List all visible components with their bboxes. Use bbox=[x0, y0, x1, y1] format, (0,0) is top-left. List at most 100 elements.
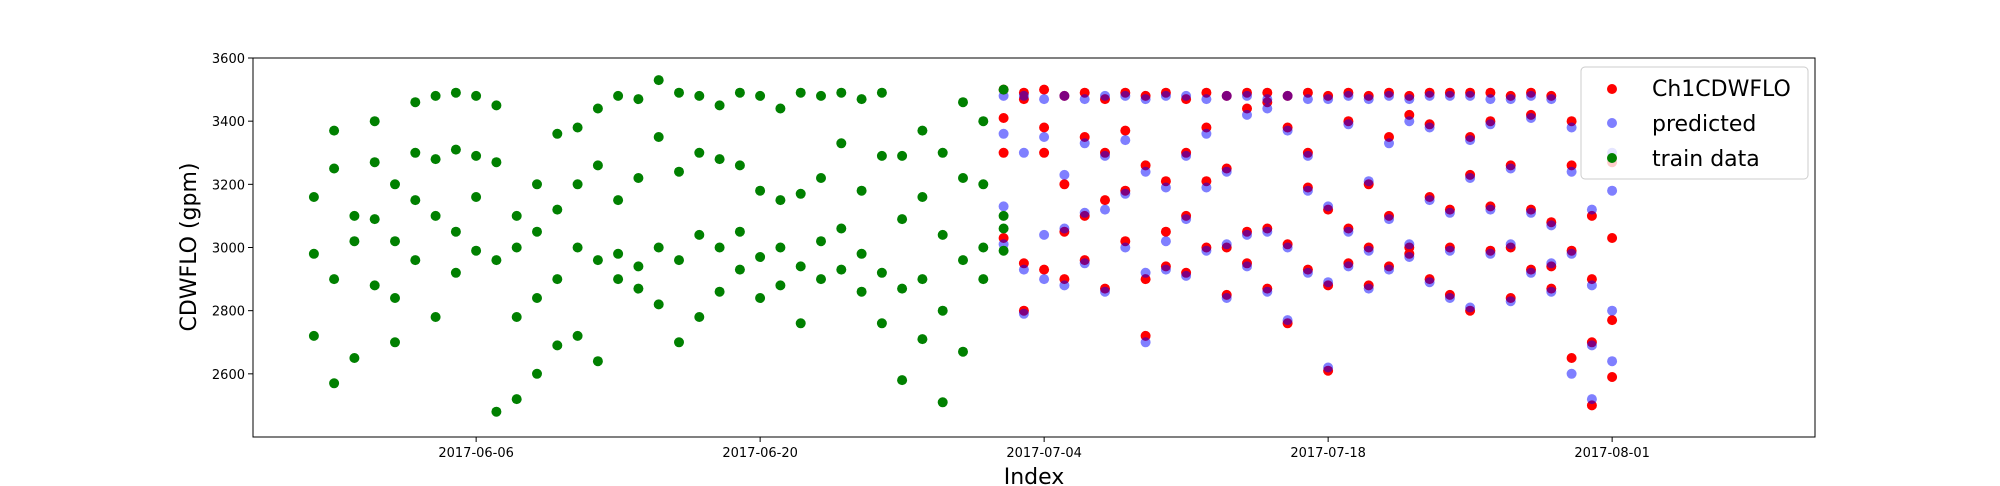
train-data-point bbox=[998, 245, 1009, 256]
predicted-point bbox=[1039, 229, 1050, 240]
y-tick-label: 3200 bbox=[212, 178, 245, 193]
train-data-point bbox=[430, 154, 441, 165]
predicted-point bbox=[1039, 94, 1050, 105]
predicted-point bbox=[1607, 185, 1618, 196]
predicted-point bbox=[1444, 90, 1455, 101]
train-data-point bbox=[572, 330, 583, 341]
predicted-point bbox=[1465, 302, 1476, 313]
train-data-point bbox=[613, 90, 624, 101]
predicted-point bbox=[1120, 135, 1131, 146]
predicted-point bbox=[1566, 122, 1577, 133]
train-data-point bbox=[816, 90, 826, 101]
train-data-point bbox=[755, 185, 766, 196]
predicted-point bbox=[1242, 109, 1252, 120]
train-data-point bbox=[978, 274, 989, 285]
train-data-point bbox=[958, 173, 968, 183]
train-data-point bbox=[674, 87, 684, 98]
predicted-point bbox=[1100, 90, 1110, 101]
legend-marker-ch1cdwflo bbox=[1607, 84, 1617, 94]
predicted-point bbox=[1282, 125, 1293, 136]
y-axis: 2600 2800 3000 3200 3400 3600 bbox=[212, 52, 253, 383]
predicted-point bbox=[1526, 207, 1536, 218]
predicted-point bbox=[1586, 204, 1597, 215]
predicted-point bbox=[1424, 90, 1435, 101]
train-data-point bbox=[714, 286, 725, 297]
train-data-point bbox=[308, 192, 319, 202]
train-data-point bbox=[552, 274, 563, 285]
train-data-point bbox=[998, 210, 1009, 221]
x-tick-label: 2017-08-01 bbox=[1574, 446, 1650, 461]
train-data-point bbox=[592, 356, 603, 367]
train-data-point bbox=[532, 368, 542, 379]
predicted-point bbox=[1201, 245, 1212, 256]
train-data-point bbox=[592, 160, 603, 171]
train-data-point bbox=[329, 125, 340, 136]
train-data-point bbox=[816, 274, 826, 285]
ch1cdwflo-point bbox=[1120, 125, 1131, 136]
ch1cdwflo-point bbox=[1039, 147, 1050, 158]
train-data-point bbox=[897, 283, 908, 294]
predicted-point bbox=[1323, 94, 1334, 105]
ch1cdwflo-point bbox=[1059, 179, 1070, 190]
train-data-point bbox=[613, 274, 624, 285]
train-data-point bbox=[775, 195, 786, 206]
train-data-point bbox=[816, 173, 826, 183]
y-tick-label: 3000 bbox=[212, 242, 245, 257]
train-data-point bbox=[897, 214, 908, 225]
train-data-point bbox=[430, 312, 441, 322]
train-data-point bbox=[592, 255, 603, 266]
ch1cdwflo-point bbox=[1566, 353, 1577, 363]
predicted-point bbox=[1262, 94, 1273, 105]
train-data-point bbox=[613, 248, 624, 259]
train-data-point bbox=[552, 340, 563, 351]
train-data-point bbox=[552, 128, 563, 139]
train-data-point bbox=[714, 154, 725, 165]
train-data-point bbox=[349, 236, 360, 247]
train-data-point bbox=[511, 394, 522, 405]
predicted-point bbox=[1059, 223, 1070, 234]
train-data-point bbox=[917, 192, 928, 202]
predicted-point bbox=[1160, 182, 1171, 193]
train-data-point bbox=[836, 223, 847, 234]
train-data-point bbox=[390, 236, 400, 247]
predicted-point bbox=[1221, 90, 1232, 101]
train-data-point bbox=[836, 87, 847, 98]
y-tick-label: 2600 bbox=[212, 368, 245, 383]
train-data-point bbox=[511, 242, 522, 253]
predicted-point bbox=[1140, 267, 1151, 278]
predicted-point bbox=[1201, 182, 1212, 193]
predicted-point bbox=[1546, 94, 1557, 105]
train-data-point bbox=[958, 255, 968, 266]
predicted-point bbox=[1404, 252, 1415, 262]
train-data-point bbox=[734, 160, 745, 171]
train-data-point bbox=[937, 397, 948, 408]
predicted-point bbox=[1566, 248, 1577, 259]
legend-label-predicted: predicted bbox=[1652, 112, 1756, 137]
train-data-point bbox=[795, 87, 806, 98]
predicted-point bbox=[1262, 226, 1273, 237]
predicted-point bbox=[1485, 248, 1496, 259]
train-data-point bbox=[897, 150, 908, 161]
train-data-point bbox=[390, 179, 400, 190]
train-data-point bbox=[572, 179, 583, 190]
ch1cdwflo-point bbox=[1607, 233, 1618, 243]
train-data-point bbox=[572, 122, 583, 133]
train-data-point bbox=[795, 261, 806, 272]
predicted-point bbox=[1201, 128, 1212, 139]
train-data-point bbox=[856, 248, 867, 259]
train-data-point bbox=[390, 293, 400, 303]
predicted-point bbox=[1465, 90, 1476, 101]
predicted-point bbox=[1282, 315, 1293, 326]
train-data-point bbox=[795, 188, 806, 199]
train-data-point bbox=[714, 242, 725, 253]
train-data-point bbox=[390, 337, 400, 348]
predicted-point bbox=[1018, 308, 1029, 319]
train-data-point bbox=[734, 226, 745, 237]
train-data-point bbox=[836, 264, 847, 275]
ch1cdwflo-point bbox=[998, 147, 1009, 158]
predicted-point bbox=[1404, 94, 1415, 105]
predicted-point bbox=[1526, 113, 1536, 123]
predicted-point bbox=[1160, 236, 1171, 247]
train-data-point bbox=[775, 280, 786, 291]
train-data-point bbox=[349, 353, 360, 363]
